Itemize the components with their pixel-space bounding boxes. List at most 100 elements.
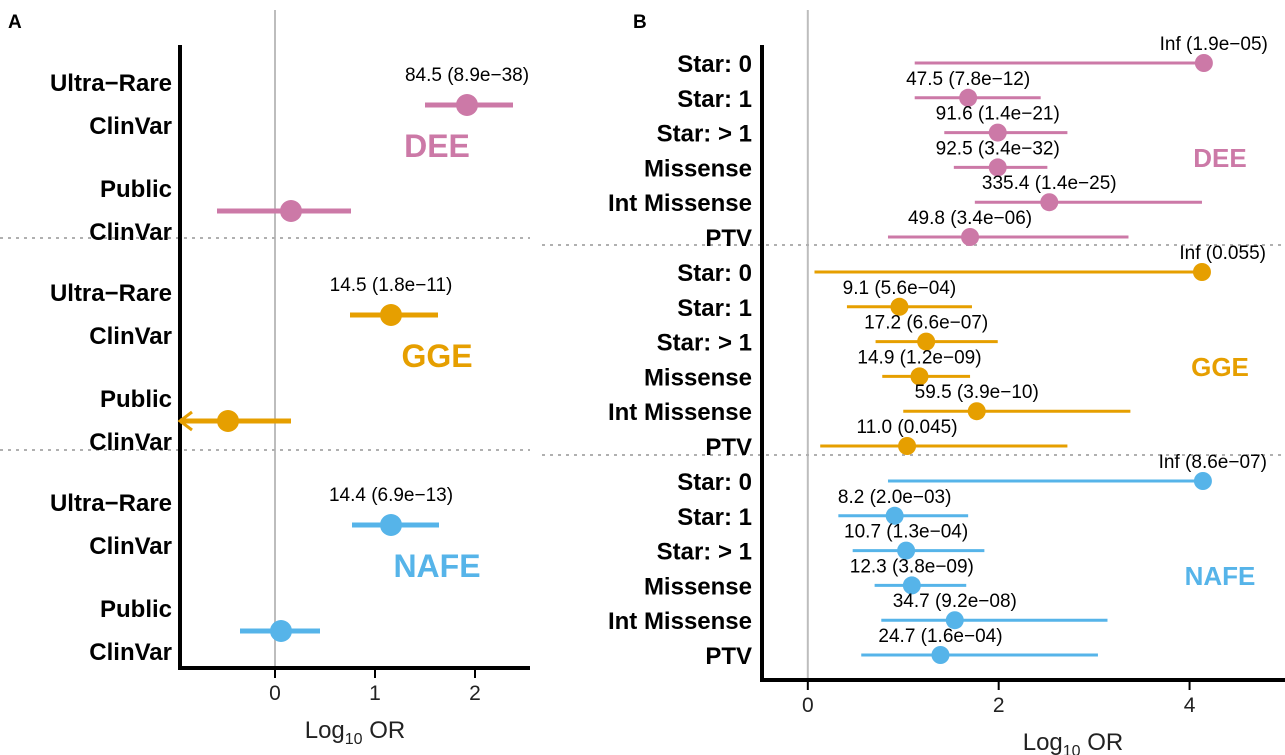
odds-ratio-annotation: 8.2 (2.0e−03): [838, 487, 952, 508]
row-label: Star: 1: [677, 86, 752, 113]
point-estimate: [885, 506, 904, 525]
x-tick-label: 2: [993, 694, 1005, 717]
x-axis-title: Log10 OR: [305, 717, 406, 748]
x-axis-title-main: Log: [1023, 729, 1063, 755]
x-tick-label: 4: [1184, 694, 1196, 717]
odds-ratio-annotation: 59.5 (3.9e−10): [915, 382, 1039, 403]
row-label: Ultra−Rare: [50, 280, 172, 307]
x-tick-label: 1: [369, 682, 381, 705]
group-label-dee: DEE: [1193, 143, 1246, 173]
point-estimate: [1192, 263, 1211, 281]
group-label-nafe: NAFE: [393, 548, 480, 584]
row-label: Star: 0: [677, 260, 752, 287]
row-label: ClinVar: [89, 639, 172, 666]
point-estimate: [897, 541, 916, 560]
odds-ratio-annotation: 84.5 (8.9e−38): [405, 65, 529, 86]
x-axis-title-tail: OR: [1081, 729, 1124, 755]
row-label: Star: > 1: [657, 121, 752, 148]
row-label: Ultra−Rare: [50, 70, 172, 97]
row-label: Star: 0: [677, 469, 752, 496]
odds-ratio-annotation: 47.5 (7.8e−12): [906, 69, 1030, 90]
odds-ratio-annotation: 335.4 (1.4e−25): [982, 173, 1117, 194]
odds-ratio-annotation: 11.0 (0.045): [857, 417, 958, 438]
odds-ratio-annotation: 9.1 (5.6e−04): [843, 278, 957, 299]
odds-ratio-annotation: Inf (1.9e−05): [1160, 34, 1268, 55]
row-label: Missense: [644, 573, 752, 600]
point-estimate: [270, 620, 292, 642]
point-estimate: [1193, 472, 1212, 490]
row-label: PTV: [705, 643, 752, 670]
point-estimate: [898, 437, 917, 455]
group-label-gge: GGE: [1191, 352, 1249, 382]
point-estimate: [988, 158, 1007, 177]
row-label: Public: [100, 596, 172, 623]
odds-ratio-annotation: 34.7 (9.2e−08): [893, 591, 1017, 612]
point-estimate: [967, 402, 986, 421]
odds-ratio-annotation: 24.7 (1.6e−04): [878, 626, 1002, 647]
point-estimate: [380, 514, 402, 536]
row-label: PTV: [705, 225, 752, 252]
point-estimate: [890, 297, 909, 316]
row-label: Star: 1: [677, 504, 752, 531]
point-estimate: [931, 646, 950, 664]
x-tick-label: 0: [269, 682, 281, 705]
point-estimate: [456, 94, 478, 116]
x-tick-label: 2: [469, 682, 481, 705]
row-label: Int Missense: [608, 608, 752, 635]
panel-label: B: [633, 12, 647, 33]
row-label: Missense: [644, 155, 752, 182]
row-label: Star: 0: [677, 51, 752, 78]
row-label: PTV: [705, 434, 752, 461]
odds-ratio-annotation: Inf (8.6e−07): [1159, 452, 1267, 473]
row-label: Missense: [644, 364, 752, 391]
row-label: ClinVar: [89, 113, 172, 140]
row-label: Int Missense: [608, 399, 752, 426]
point-estimate: [280, 200, 302, 222]
point-estimate: [380, 304, 402, 326]
point-estimate: [1040, 193, 1059, 212]
point-estimate: [902, 576, 921, 595]
x-axis-title-subscript: 10: [1063, 743, 1081, 755]
group-label-dee: DEE: [404, 128, 470, 164]
row-label: ClinVar: [89, 219, 172, 246]
point-estimate: [217, 410, 239, 432]
truncation-arrow: [177, 410, 193, 432]
point-estimate: [910, 367, 929, 386]
row-label: Star: 1: [677, 295, 752, 322]
row-label: Public: [100, 176, 172, 203]
odds-ratio-annotation: Inf (0.055): [1179, 243, 1266, 264]
row-label: Ultra−Rare: [50, 490, 172, 517]
odds-ratio-annotation: 10.7 (1.3e−04): [844, 522, 968, 543]
row-label: Int Missense: [608, 190, 752, 217]
row-label: ClinVar: [89, 429, 172, 456]
x-tick-label: 0: [802, 694, 814, 717]
point-estimate: [1194, 54, 1213, 72]
odds-ratio-annotation: 14.5 (1.8e−11): [330, 275, 453, 296]
odds-ratio-annotation: 14.4 (6.9e−13): [329, 485, 453, 506]
row-label: ClinVar: [89, 323, 172, 350]
row-label: Star: > 1: [657, 330, 752, 357]
panel-A: A 0 1 2 Log10 OR DEE Ultra−Rare ClinVar 84.5 (8.…: [0, 10, 530, 748]
odds-ratio-annotation: 91.6 (1.4e−21): [936, 104, 1060, 125]
odds-ratio-annotation: 14.9 (1.2e−09): [857, 347, 981, 368]
row-label: Star: > 1: [657, 539, 752, 566]
panel-label: A: [8, 12, 22, 33]
odds-ratio-annotation: 92.5 (3.4e−32): [936, 138, 1060, 159]
point-estimate: [945, 611, 964, 630]
odds-ratio-annotation: 17.2 (6.6e−07): [864, 313, 988, 334]
point-estimate: [959, 88, 978, 107]
point-estimate: [917, 332, 936, 351]
x-axis-title-main: Log: [305, 717, 345, 744]
odds-ratio-annotation: 12.3 (3.8e−09): [850, 556, 974, 577]
x-axis-title: Log10 OR: [1023, 729, 1124, 755]
point-estimate: [961, 228, 980, 246]
group-label-nafe: NAFE: [1185, 561, 1256, 591]
group-label-gge: GGE: [401, 338, 472, 374]
odds-ratio-annotation: 49.8 (3.4e−06): [908, 208, 1032, 229]
point-estimate: [988, 123, 1007, 142]
x-axis-title-tail: OR: [363, 717, 406, 744]
panel-B: B 0 2 4 Log10 OR DEE Star: 0 Inf (1.9e−05) Star:…: [542, 10, 1285, 755]
row-label: Public: [100, 386, 172, 413]
row-label: ClinVar: [89, 533, 172, 560]
